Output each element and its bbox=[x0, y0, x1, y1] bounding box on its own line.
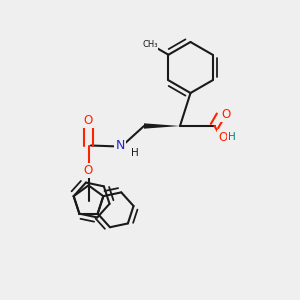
Text: H: H bbox=[130, 148, 138, 158]
Text: H: H bbox=[228, 132, 236, 142]
Text: CH₃: CH₃ bbox=[142, 40, 158, 49]
Text: O: O bbox=[221, 108, 230, 121]
Text: O: O bbox=[84, 114, 93, 127]
Polygon shape bbox=[144, 123, 180, 129]
Text: N: N bbox=[115, 139, 125, 152]
Text: O: O bbox=[84, 164, 93, 177]
Text: O: O bbox=[218, 131, 227, 144]
